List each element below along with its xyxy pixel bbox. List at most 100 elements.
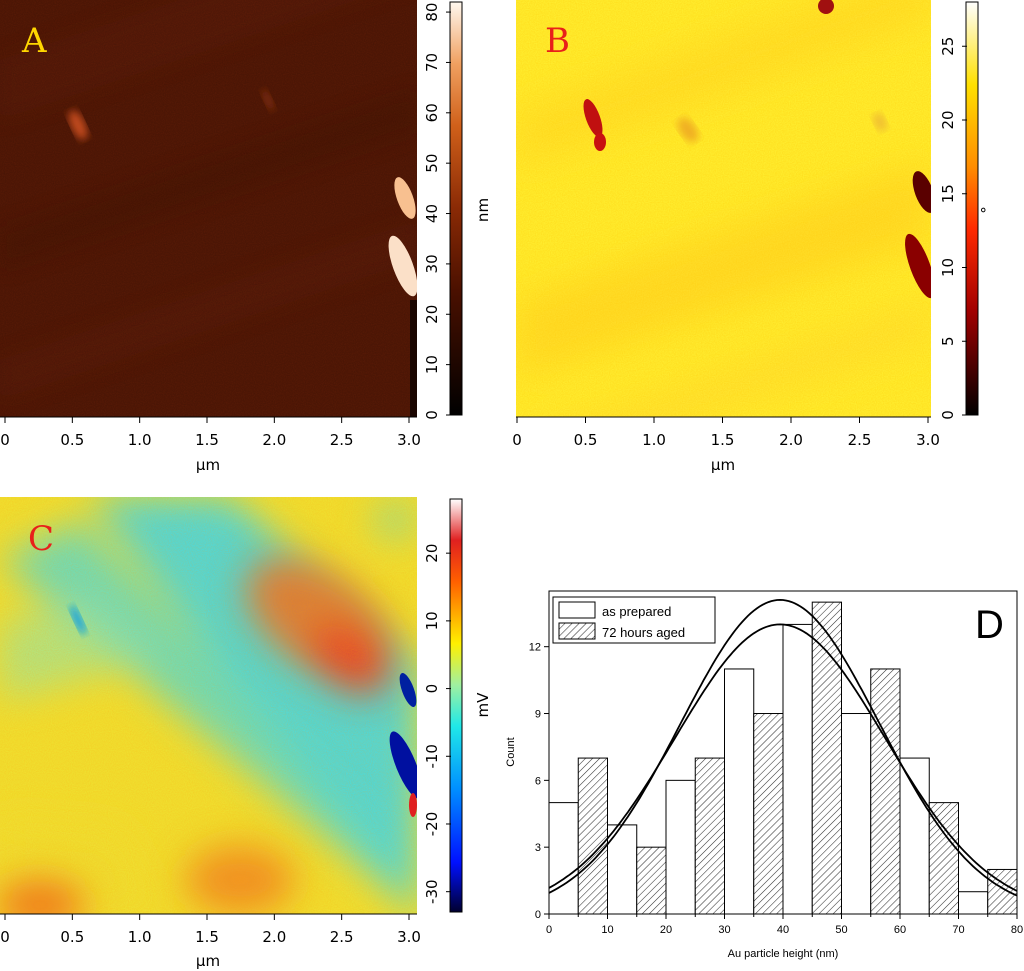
panel-c-x-tick-label: 0.5: [60, 928, 84, 946]
bar-as-prepared: [665, 779, 696, 915]
panel-b-x-axis: 0 0.5 1.0 1.5 2.0 2.5 3.0: [512, 417, 940, 449]
panel-a-colorbar-tick-label: 0: [423, 410, 441, 420]
panel-a-colorbar-ticks: 0 10 20 30 40 50 60 70 80: [423, 3, 451, 420]
panel-a-colorbar-tick-label: 80: [423, 3, 441, 22]
panel-b-x-tick-label: 1.0: [642, 431, 666, 449]
panel-c-colorbar-tick-label: -30: [423, 879, 441, 904]
panel-a-colorbar-tick-label: 30: [423, 254, 441, 273]
panel-c: C 0 0.5 1.0 1.5 2.0 2.5 3.0 µm -30-20-1001020 …: [0, 497, 492, 970]
panel-b-colorbar-tick-label: 10: [939, 258, 957, 277]
panel-b-colorbar-tick-label: 5: [939, 336, 957, 346]
gaussian-fit-line-1: [548, 598, 1018, 897]
panel-a-x-tick-label: 0: [0, 431, 10, 449]
panel-a-colorbar: [449, 1, 463, 416]
panel-b-colorbar-label: °: [978, 206, 996, 214]
panel-a-label: A: [21, 21, 47, 61]
panel-b-phase-map: [516, 0, 931, 417]
panel-a-x-tick-label: 2.5: [330, 431, 354, 449]
panel-d-x-tick-label: 20: [660, 924, 672, 936]
panel-d-x-axis-label: Au particle height (nm): [728, 948, 839, 960]
panel-d-y-tick-label: 3: [535, 842, 541, 854]
panel-a: A 0 0.5 1.0 1.5 2.0 2.5 3.0 µm 0 10 20 30 40 50 60 70…: [0, 0, 492, 474]
panel-d-x-tick-label: 70: [952, 924, 964, 936]
panel-d-x-tick-label: 50: [835, 924, 847, 936]
panel-b-x-tick-label: 2.5: [848, 431, 872, 449]
legend-swatch-as-prepared: [558, 601, 596, 619]
bar-72-hours-aged: [636, 846, 667, 915]
legend-label-72-hours-aged: 72 hours aged: [602, 625, 685, 640]
panel-a-x-axis: 0 0.5 1.0 1.5 2.0 2.5 3.0: [0, 417, 421, 449]
panel-c-colorbar-tick-label: -20: [423, 812, 441, 837]
panel-b-x-tick-label: 3.0: [916, 431, 940, 449]
panel-b-x-tick-label: 0.5: [574, 431, 598, 449]
panel-d-y-tick-label: 9: [535, 709, 541, 721]
panel-d-fit-curves: [548, 598, 1018, 897]
panel-a-colorbar-tick-label: 40: [423, 204, 441, 223]
panel-d-legend: as prepared 72 hours aged: [552, 596, 716, 644]
panel-b-colorbar-tick-label: 0: [939, 410, 957, 420]
panel-d-x-tick-label: 10: [601, 924, 613, 936]
panel-c-x-axis-label: µm: [196, 952, 220, 970]
panel-b-x-tick-label: 0: [512, 431, 522, 449]
bar-72-hours-aged: [694, 757, 725, 915]
bar-72-hours-aged: [577, 757, 608, 915]
panel-a-x-tick-label: 0.5: [60, 431, 84, 449]
bar-72-hours-aged: [811, 601, 842, 915]
bar-as-prepared: [841, 713, 872, 915]
bar-as-prepared: [899, 757, 930, 915]
panel-d-x-tick-label: 30: [718, 924, 730, 936]
panel-d-y-tick-label: 0: [535, 909, 541, 921]
panel-a-x-axis-label: µm: [196, 456, 220, 474]
panel-c-label: C: [28, 519, 54, 559]
panel-c-x-tick-label: 3.0: [397, 928, 421, 946]
bar-as-prepared: [548, 802, 579, 915]
panel-b-x-tick-label: 1.5: [711, 431, 735, 449]
panel-a-colorbar-tick-label: 50: [423, 154, 441, 173]
panel-c-x-tick-label: 2.5: [330, 928, 354, 946]
panel-c-x-tick-label: 1.0: [128, 928, 152, 946]
panel-c-colorbar-tick-label: 20: [423, 544, 441, 563]
panel-a-x-tick-label: 1.5: [195, 431, 219, 449]
legend-swatch-72-hours-aged: [558, 622, 596, 640]
panel-d-y-tick-label: 6: [535, 775, 541, 787]
panel-d-x-tick-label: 40: [777, 924, 789, 936]
panel-d-y-axis-label: Count: [505, 737, 517, 766]
panel-b-colorbar-tick-label: 15: [939, 184, 957, 203]
panel-a-x-tick-label: 1.0: [128, 431, 152, 449]
panel-a-colorbar-tick-label: 20: [423, 305, 441, 324]
panel-b-colorbar: [965, 1, 979, 416]
panel-a-colorbar-label: nm: [474, 198, 492, 222]
panel-a-colorbar-tick-label: 70: [423, 53, 441, 72]
panel-d-axes: 0 10 20 30 40 50 60 70 80 0 3 6 9 12: [529, 642, 1023, 936]
panel-c-potential-map: [0, 497, 417, 914]
panel-c-colorbar: [449, 498, 463, 913]
panel-c-x-tick-label: 2.0: [262, 928, 286, 946]
bar-as-prepared: [782, 623, 813, 915]
panel-a-colorbar-tick-label: 10: [423, 355, 441, 374]
panel-c-x-axis: 0 0.5 1.0 1.5 2.0 2.5 3.0: [0, 914, 421, 946]
panel-b-x-axis-label: µm: [711, 456, 735, 474]
panel-d-label: D: [975, 603, 1004, 647]
panel-b-x-tick-label: 2.0: [779, 431, 803, 449]
panel-d-x-tick-label: 80: [1011, 924, 1023, 936]
panel-c-colorbar-tick-label: -10: [423, 744, 441, 769]
panel-d-y-tick-label: 12: [529, 642, 541, 654]
legend-label-as-prepared: as prepared: [602, 604, 671, 619]
panel-c-colorbar-tick-label: 0: [423, 684, 441, 694]
panel-d-x-tick-label: 60: [894, 924, 906, 936]
bar-as-prepared: [724, 668, 755, 915]
panel-a-height-map: [0, 0, 417, 417]
panel-c-x-tick-label: 0: [0, 928, 10, 946]
panel-b-colorbar-tick-label: 25: [939, 37, 957, 56]
panel-c-x-tick-label: 1.5: [195, 928, 219, 946]
panel-a-colorbar-tick-label: 60: [423, 103, 441, 122]
panel-c-colorbar-label: mV: [474, 692, 492, 718]
bar-72-hours-aged: [753, 713, 784, 915]
bar-as-prepared: [607, 824, 638, 915]
panel-b-label: B: [545, 21, 570, 61]
bar-72-hours-aged: [928, 802, 959, 915]
panel-a-x-tick-label: 3.0: [397, 431, 421, 449]
panel-b: B 0 0.5 1.0 1.5 2.0 2.5 3.0 µm 0 5 10 15 20 25 °: [512, 0, 996, 474]
panel-d-x-tick-label: 0: [546, 924, 552, 936]
